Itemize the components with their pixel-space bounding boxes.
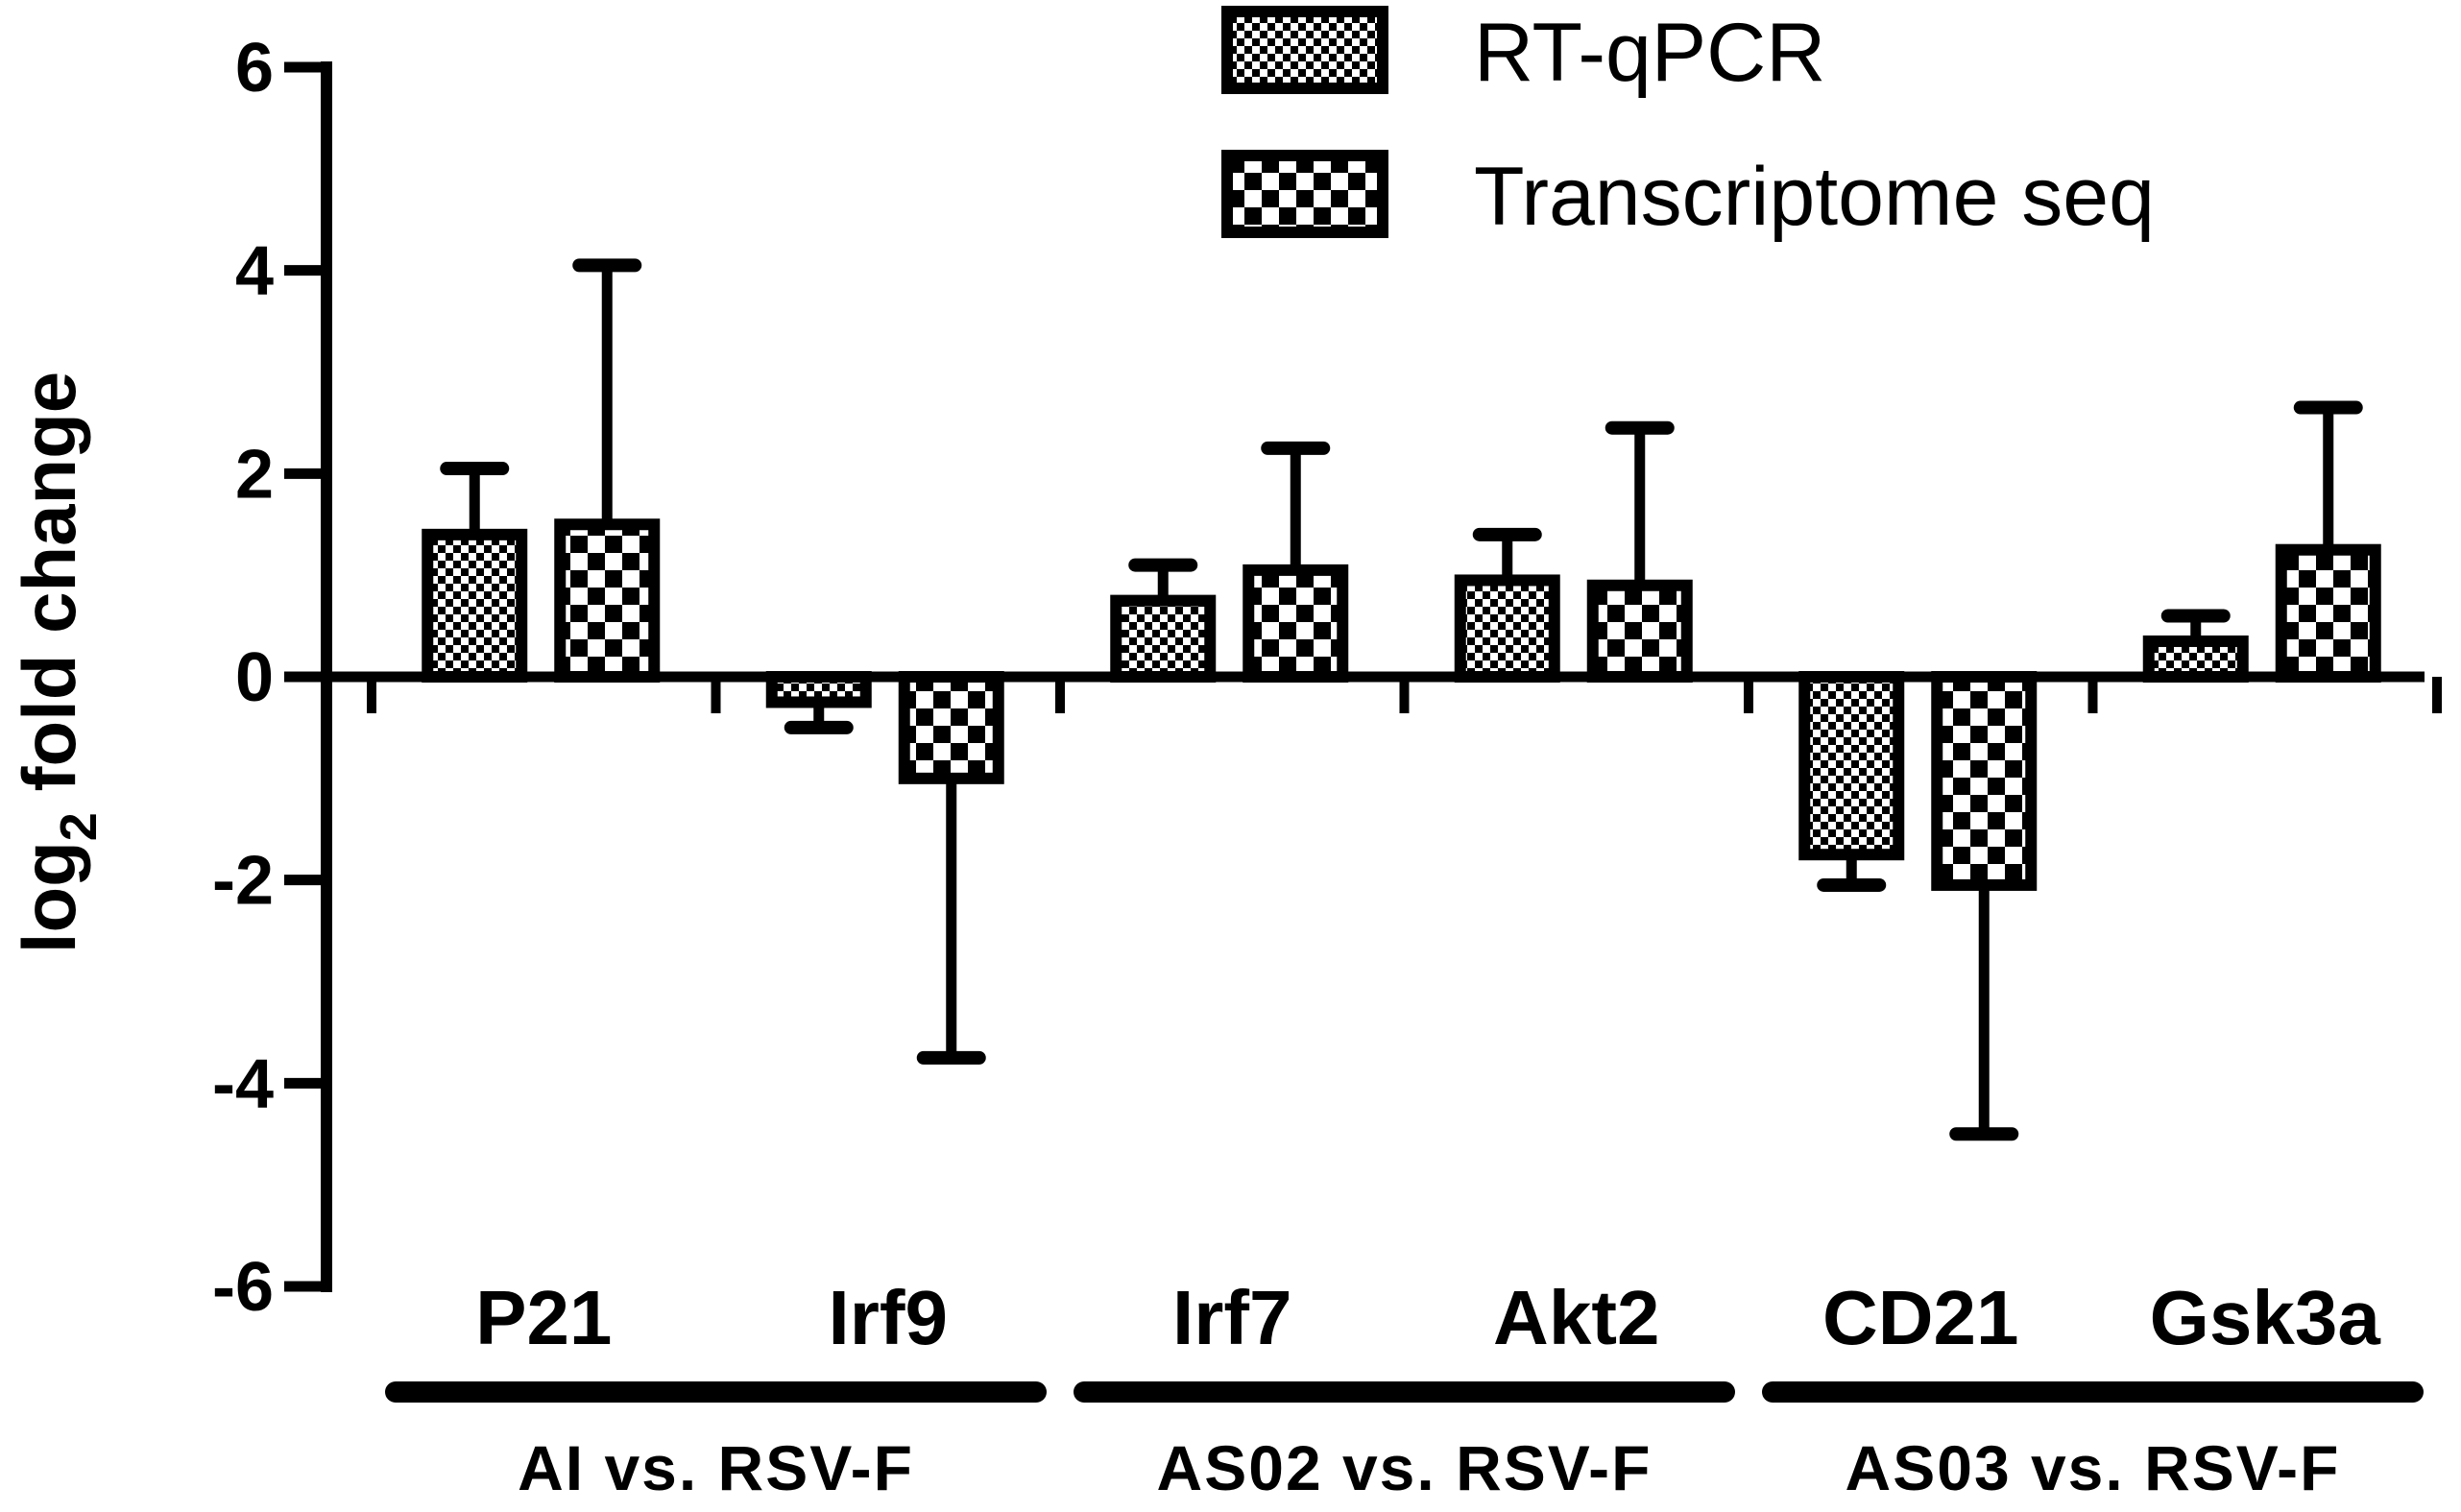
bar: [1243, 564, 1349, 683]
bar: [1931, 671, 2038, 891]
bar: [1454, 574, 1560, 683]
y-axis-title-subscript: 2: [50, 812, 108, 841]
bar: [1110, 594, 1217, 683]
category-label: Irf7: [1172, 1275, 1292, 1360]
y-tick-label: 4: [235, 233, 274, 310]
legend-label-rt-qpcr: RT-qPCR: [1474, 7, 1825, 99]
category-labels: P21 Irf9 Irf7 Akt2 CD21 Gsk3a: [475, 1275, 2380, 1360]
y-tick-label: 6: [235, 30, 274, 107]
bar: [2142, 635, 2249, 683]
group-label: AS03 vs. RSV-F: [1846, 1432, 2341, 1503]
group-label: AS02 vs. RSV-F: [1157, 1432, 1653, 1503]
bar: [1798, 671, 1905, 861]
category-label: Akt2: [1493, 1275, 1659, 1360]
y-axis-title: log2 fold change: [7, 372, 108, 953]
category-label: CD21: [1822, 1275, 2019, 1360]
legend-swatch-transcriptome-seq: [1221, 150, 1388, 238]
x-axis: [326, 671, 2442, 713]
y-axis-title-rest: fold change: [7, 372, 91, 812]
bar: [422, 528, 528, 683]
y-tick-label: -6: [212, 1249, 274, 1326]
legend-swatch-rt-qpcr: [1221, 6, 1388, 94]
y-tick-label: -2: [212, 843, 274, 920]
y-axis: 6 4 2 0 -2 -4 -6: [212, 30, 332, 1326]
y-tick-label: 2: [235, 436, 274, 513]
legend: RT-qPCR Transcriptome seq: [1221, 6, 2155, 243]
category-label: Gsk3a: [2150, 1275, 2381, 1360]
category-label: Irf9: [829, 1275, 949, 1360]
legend-label-transcriptome-seq: Transcriptome seq: [1474, 151, 2155, 243]
y-tick-label: -4: [212, 1045, 274, 1122]
y-axis-title-main: log: [7, 841, 91, 953]
category-label: P21: [475, 1275, 612, 1360]
bar: [898, 671, 1004, 784]
bar: [554, 518, 661, 683]
bar: [1586, 579, 1693, 683]
y-tick-label: 0: [235, 639, 274, 716]
group-label: AI vs. RSV-F: [518, 1432, 914, 1503]
group-labels: AI vs. RSV-F AS02 vs. RSV-F AS03 vs. RSV-F: [385, 1381, 2424, 1503]
bar: [2275, 543, 2381, 683]
